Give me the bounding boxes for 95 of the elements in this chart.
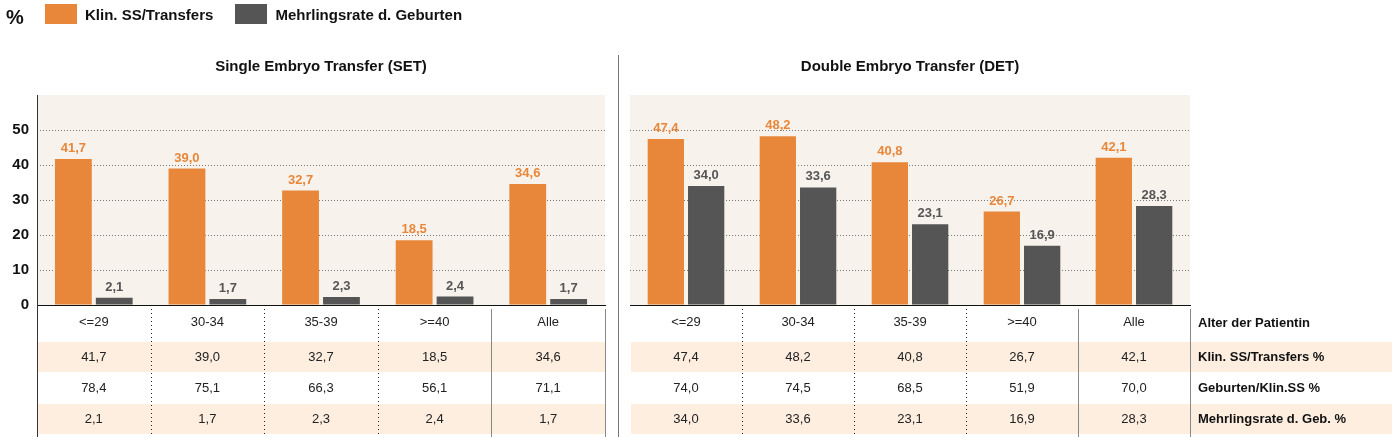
data-label: 28,3 <box>1121 410 1147 426</box>
x-axis-title: Alter der Patientin <box>1198 314 1311 330</box>
bar <box>1024 245 1061 305</box>
text: Klin. SS/Transfers % <box>1198 348 1325 364</box>
y-axis-title: % <box>6 5 24 28</box>
text: 42,1 <box>1101 138 1127 154</box>
text: 18,5 <box>401 221 427 237</box>
data-label: 32,7 <box>308 348 334 364</box>
bar <box>871 162 908 305</box>
bar <box>759 136 796 305</box>
data-label: 34,0 <box>673 410 699 426</box>
text: 71,1 <box>535 379 561 395</box>
bar <box>800 187 837 305</box>
bar <box>550 299 588 305</box>
data-label: 2,3 <box>311 410 331 426</box>
text: 48,2 <box>765 117 791 133</box>
text: 2,3 <box>332 278 351 294</box>
y-tick-label: 10 <box>12 260 29 278</box>
text: 40,8 <box>877 143 903 159</box>
text: 16,9 <box>1029 226 1055 242</box>
y-tick-label: 0 <box>20 295 29 313</box>
data-label: 2,1 <box>84 410 103 426</box>
data-label: 23,1 <box>897 410 923 426</box>
x-tick-label: 35-39 <box>304 314 338 330</box>
text: 28,3 <box>1141 187 1167 203</box>
text: 1,7 <box>218 280 237 296</box>
text: 78,4 <box>81 379 107 395</box>
chart-title: Double Embryo Transfer (DET) <box>800 57 1020 75</box>
data-label: 1,7 <box>539 410 558 426</box>
text: 39,0 <box>174 149 200 165</box>
bar <box>282 190 319 305</box>
legend-label: Klin. SS/Transfers <box>85 5 214 23</box>
text: 34,0 <box>693 167 719 183</box>
data-label: 47,4 <box>673 348 699 364</box>
x-tick-label: >=40 <box>1007 314 1037 330</box>
bar <box>509 183 547 305</box>
text: 74,0 <box>673 379 699 395</box>
bar <box>209 299 247 305</box>
bar <box>436 296 474 305</box>
bar <box>168 168 206 305</box>
bar <box>912 224 949 305</box>
text: 32,7 <box>287 171 314 187</box>
data-label: 48,2 <box>785 348 811 364</box>
y-tick-label: 50 <box>12 120 29 138</box>
data-label: 2,4 <box>425 410 444 426</box>
bar <box>983 211 1020 305</box>
text: 2,1 <box>105 278 124 294</box>
bar <box>688 186 725 305</box>
x-tick-label: 30-34 <box>190 314 225 330</box>
text: Geburten/Klin.SS % <box>1198 379 1321 395</box>
x-tick-label: Alle <box>537 314 560 330</box>
text: Mehrlingsrate d. Geb. % <box>1198 410 1347 426</box>
text: 66,3 <box>308 379 334 395</box>
text: 56,1 <box>421 379 448 395</box>
data-label: 34,6 <box>535 348 561 364</box>
x-tick-label: <=29 <box>78 314 109 330</box>
bar <box>54 159 92 305</box>
text: 23,1 <box>917 205 943 221</box>
text: 74,5 <box>785 379 811 395</box>
data-label: 42,1 <box>1121 348 1147 364</box>
text: 41,7 <box>60 140 87 156</box>
text: 47,4 <box>653 120 679 136</box>
data-label: 16,9 <box>1009 410 1035 426</box>
bar <box>95 297 133 305</box>
text: 33,6 <box>805 168 831 184</box>
x-tick-label: 35-39 <box>893 314 927 330</box>
data-label: 18,5 <box>421 348 448 364</box>
data-label: 33,6 <box>785 410 811 426</box>
bar <box>323 296 360 305</box>
data-label: 41,7 <box>81 348 107 364</box>
y-tick-label: 20 <box>12 225 29 243</box>
text: 1,7 <box>559 280 578 296</box>
text: 34,6 <box>515 164 541 180</box>
data-label: 1,7 <box>198 410 217 426</box>
text: 68,5 <box>897 379 923 395</box>
x-tick-label: 30-34 <box>781 314 815 330</box>
data-label: 26,7 <box>1009 348 1035 364</box>
x-tick-label: Alle <box>1123 314 1145 330</box>
data-label: 40,8 <box>897 348 923 364</box>
bar <box>395 240 433 305</box>
bar <box>1095 157 1132 305</box>
bar <box>1136 205 1173 305</box>
text: 51,9 <box>1009 379 1035 395</box>
data-label: 39,0 <box>194 348 221 364</box>
text: 2,4 <box>446 277 465 293</box>
bar <box>647 139 684 305</box>
text: 75,1 <box>194 379 221 395</box>
chart-title: Single Embryo Transfer (SET) <box>215 57 427 75</box>
x-tick-label: <=29 <box>671 314 701 330</box>
legend-label: Mehrlingsrate d. Geburten <box>275 5 463 23</box>
y-tick-label: 30 <box>12 190 29 208</box>
y-tick-label: 40 <box>12 155 29 173</box>
text: 70,0 <box>1121 379 1147 395</box>
x-tick-label: >=40 <box>419 314 450 330</box>
text: 26,7 <box>989 192 1015 208</box>
